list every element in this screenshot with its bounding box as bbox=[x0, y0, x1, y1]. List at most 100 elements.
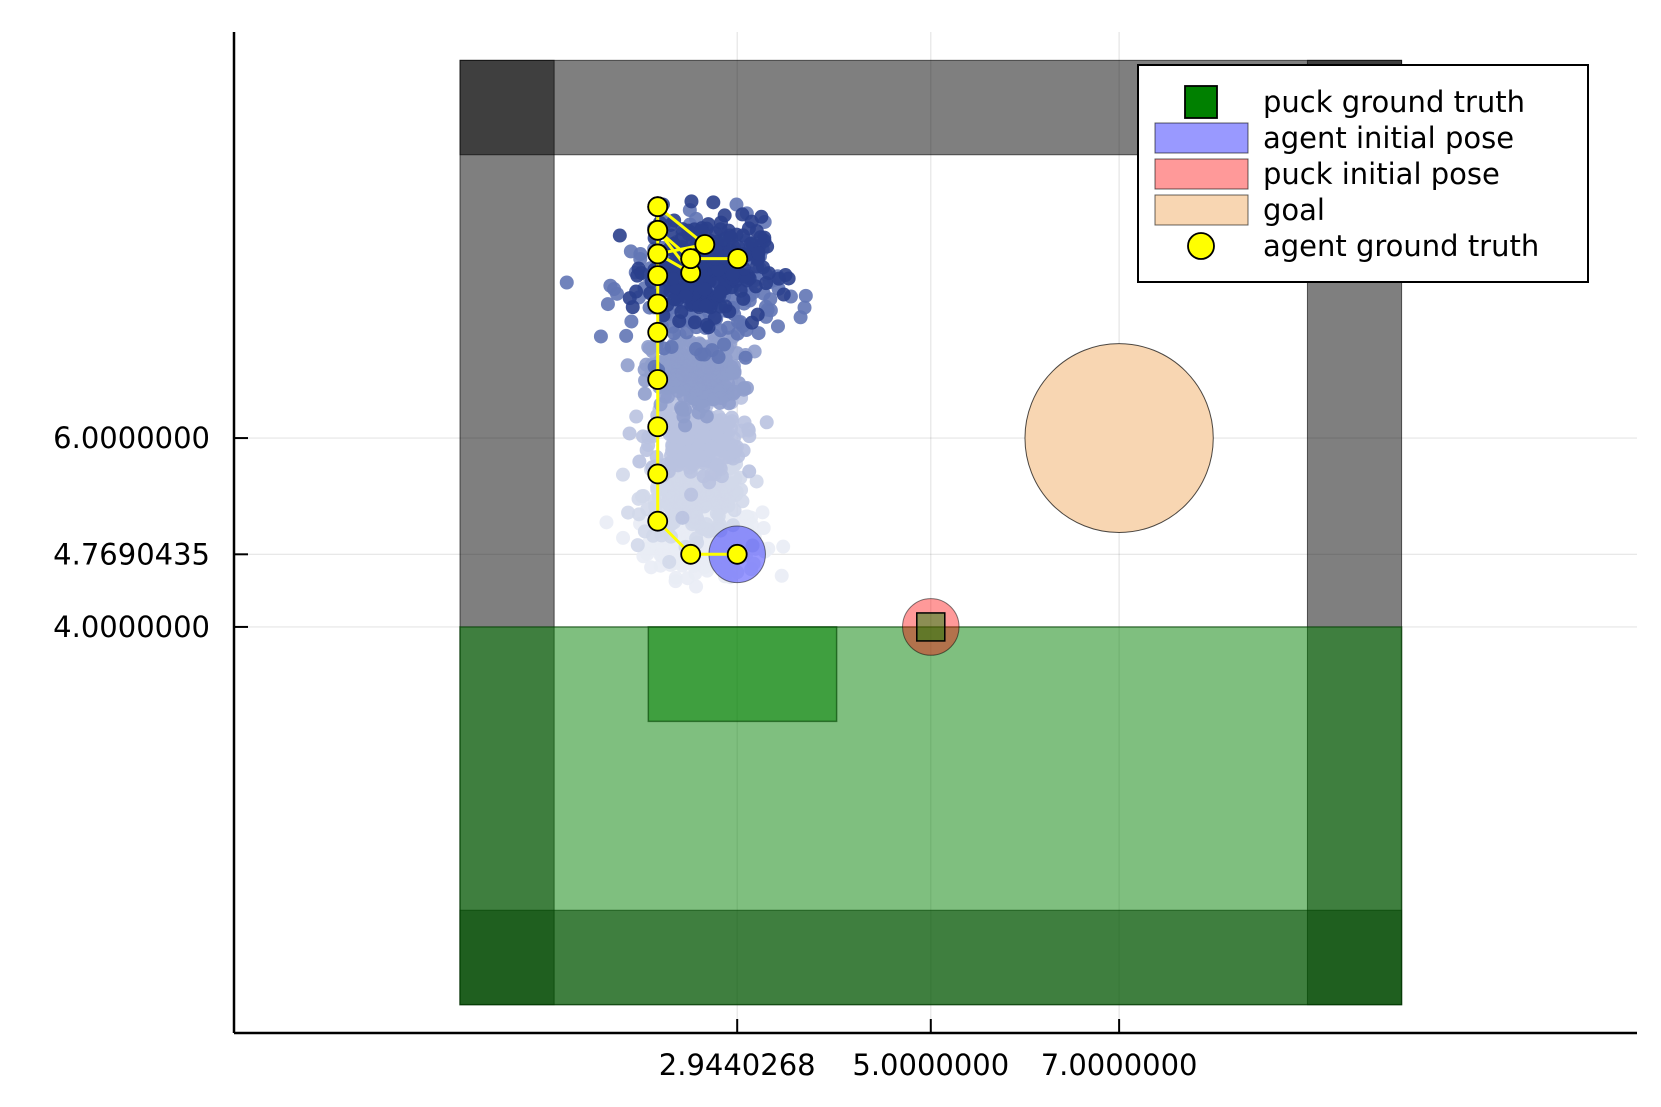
green-region bbox=[459, 626, 1403, 1006]
particle bbox=[738, 350, 753, 365]
particle bbox=[711, 262, 726, 277]
particle bbox=[670, 484, 685, 499]
particle bbox=[665, 272, 680, 287]
legend-label: puck ground truth bbox=[1263, 85, 1525, 119]
particle bbox=[711, 508, 726, 523]
particle bbox=[713, 215, 728, 230]
axes: 2.9440268 5.0000000 7.0000000 4.7690435 6.00… bbox=[53, 32, 1637, 1082]
environment-regions bbox=[459, 59, 1403, 1006]
particle bbox=[725, 267, 740, 282]
particle bbox=[668, 574, 683, 589]
particle bbox=[678, 289, 693, 304]
particle bbox=[709, 541, 724, 556]
particle bbox=[706, 195, 721, 210]
particle bbox=[639, 443, 654, 458]
particle bbox=[675, 510, 690, 525]
particle bbox=[774, 568, 789, 583]
particle bbox=[696, 399, 711, 414]
legend-marker-rect bbox=[1154, 122, 1249, 154]
particle bbox=[717, 337, 732, 352]
particle bbox=[751, 326, 766, 341]
particle bbox=[724, 410, 739, 425]
particle bbox=[676, 409, 691, 424]
agent-ground-truth-point bbox=[647, 196, 669, 218]
particle bbox=[654, 528, 669, 543]
particle bbox=[622, 426, 637, 441]
particle bbox=[698, 298, 713, 313]
particle bbox=[656, 341, 671, 356]
x-tick-label: 7.0000000 bbox=[1041, 1048, 1198, 1082]
agent-ground-truth-point bbox=[647, 416, 669, 438]
agent-ground-truth-point bbox=[726, 543, 748, 565]
particle bbox=[674, 304, 689, 319]
particle bbox=[727, 444, 742, 459]
particle bbox=[559, 275, 574, 290]
legend-label: goal bbox=[1263, 193, 1325, 227]
agent-ground-truth-point bbox=[680, 248, 702, 270]
particle bbox=[702, 372, 717, 387]
particle bbox=[687, 315, 702, 330]
particle bbox=[798, 288, 813, 303]
particle bbox=[745, 538, 760, 553]
y-tick-label: 6.0000000 bbox=[53, 421, 210, 455]
agent-ground-truth-point bbox=[647, 243, 669, 265]
particle bbox=[723, 230, 738, 245]
particle bbox=[776, 287, 791, 302]
particle bbox=[714, 391, 729, 406]
particle bbox=[735, 207, 750, 222]
particle bbox=[697, 282, 712, 297]
particle bbox=[704, 443, 719, 458]
particle bbox=[759, 276, 774, 291]
particle bbox=[753, 230, 768, 245]
particle bbox=[771, 271, 786, 286]
particle bbox=[713, 285, 728, 300]
particle bbox=[727, 384, 742, 399]
particle bbox=[723, 421, 738, 436]
particle bbox=[670, 351, 685, 366]
particle bbox=[653, 397, 668, 412]
puck-ground-truth-marker bbox=[916, 612, 946, 642]
particle bbox=[600, 297, 615, 312]
particle bbox=[631, 491, 646, 506]
particle bbox=[756, 520, 771, 535]
particle bbox=[616, 530, 631, 545]
particle bbox=[630, 268, 645, 283]
particle bbox=[698, 496, 713, 511]
particle bbox=[701, 320, 716, 335]
particle bbox=[633, 247, 648, 262]
particle bbox=[711, 350, 726, 365]
particle bbox=[797, 300, 812, 315]
legend-marker-square bbox=[1184, 85, 1218, 119]
green-region bbox=[647, 626, 838, 723]
particle bbox=[751, 246, 766, 261]
particle bbox=[743, 236, 758, 251]
particle bbox=[684, 487, 699, 502]
x-tick-label: 2.9440268 bbox=[659, 1048, 816, 1082]
particle bbox=[662, 554, 677, 569]
particle bbox=[672, 495, 687, 510]
particle bbox=[684, 194, 699, 209]
legend-label: agent initial pose bbox=[1263, 121, 1514, 155]
legend-marker-circle bbox=[1187, 232, 1215, 260]
particle bbox=[744, 315, 759, 330]
particle bbox=[749, 474, 764, 489]
legend-marker-rect bbox=[1154, 194, 1249, 226]
particle bbox=[669, 429, 684, 444]
particle bbox=[733, 283, 748, 298]
particle bbox=[721, 498, 736, 513]
particle bbox=[641, 541, 656, 556]
particle bbox=[725, 365, 740, 380]
particle bbox=[696, 469, 711, 484]
x-tick-label: 5.0000000 bbox=[852, 1048, 1009, 1082]
particle bbox=[754, 209, 769, 224]
particle bbox=[714, 469, 729, 484]
particle bbox=[621, 505, 636, 520]
particle bbox=[637, 386, 652, 401]
particle bbox=[630, 538, 645, 553]
agent-ground-truth-point bbox=[680, 543, 702, 565]
particle bbox=[680, 431, 695, 446]
legend-label: puck initial pose bbox=[1263, 157, 1500, 191]
particle bbox=[744, 562, 759, 577]
